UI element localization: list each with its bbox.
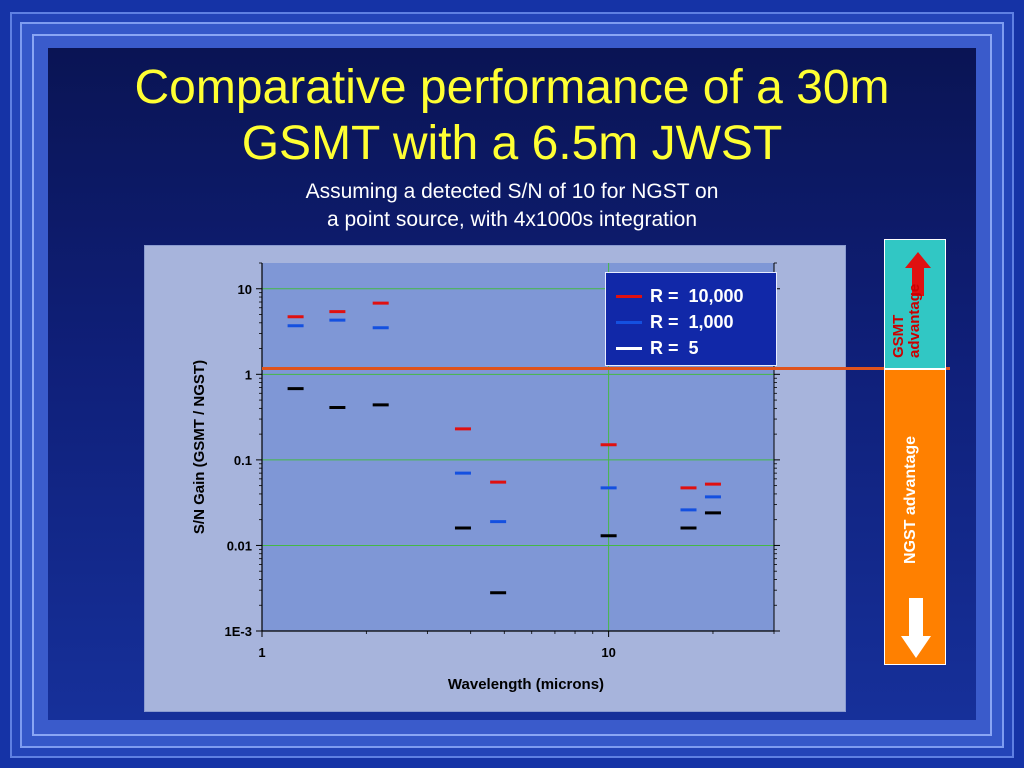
slide-subtitle: Assuming a detected S/N of 10 for NGST o… [0, 178, 1024, 234]
legend-label: R = 10,000 [650, 286, 744, 306]
y-tick-label: 1 [245, 367, 252, 382]
chart: 1E-3 0.01 0.1 1 10 1 10 Wavelength (microns) S/N… [191, 262, 780, 693]
legend-label: R = 5 [650, 338, 699, 358]
legend-swatch-white [616, 347, 642, 350]
slide-title: Comparative performance of a 30m GSMT wi… [0, 60, 1024, 172]
down-arrow-icon [901, 598, 931, 658]
title-line-2: GSMT with a 6.5m JWST [241, 117, 783, 170]
gsmt-label-line-1: GSMT [890, 314, 907, 358]
y-tick-label: 0.1 [234, 453, 252, 468]
legend-swatch-blue [616, 321, 642, 324]
y-axis-label: S/N Gain (GSMT / NGST) [191, 360, 208, 534]
ngst-advantage-label: NGST advantage [902, 435, 919, 564]
gsmt-label-line-2: advantage [906, 283, 923, 358]
unity-reference-line [262, 367, 950, 370]
y-tick-label: 0.01 [227, 538, 252, 553]
gsmt-advantage-label: GSMT advantage [890, 283, 923, 358]
x-axis-label: Wavelength (microns) [448, 676, 604, 693]
legend-label: R = 1,000 [650, 312, 734, 332]
legend-item-r1000: R = 1,000 [616, 309, 776, 335]
title-line-1: Comparative performance of a 30m [134, 61, 890, 114]
subtitle-line-2: a point source, with 4x1000s integration [326, 208, 698, 231]
chart-legend: R = 10,000 R = 1,000 R = 5 [605, 272, 777, 366]
y-tick-label: 1E-3 [225, 624, 252, 639]
legend-swatch-red [616, 295, 642, 298]
gsmt-advantage-panel: GSMT advantage [884, 239, 946, 369]
ngst-advantage-panel: NGST advantage [884, 369, 946, 665]
legend-item-r10000: R = 10,000 [616, 283, 776, 309]
subtitle-line-1: Assuming a detected S/N of 10 for NGST o… [305, 180, 719, 203]
x-tick-label: 10 [601, 645, 615, 660]
legend-item-r5: R = 5 [616, 335, 776, 361]
y-tick-label: 10 [238, 282, 252, 297]
up-arrow-icon [905, 252, 931, 296]
x-tick-label: 1 [258, 645, 265, 660]
